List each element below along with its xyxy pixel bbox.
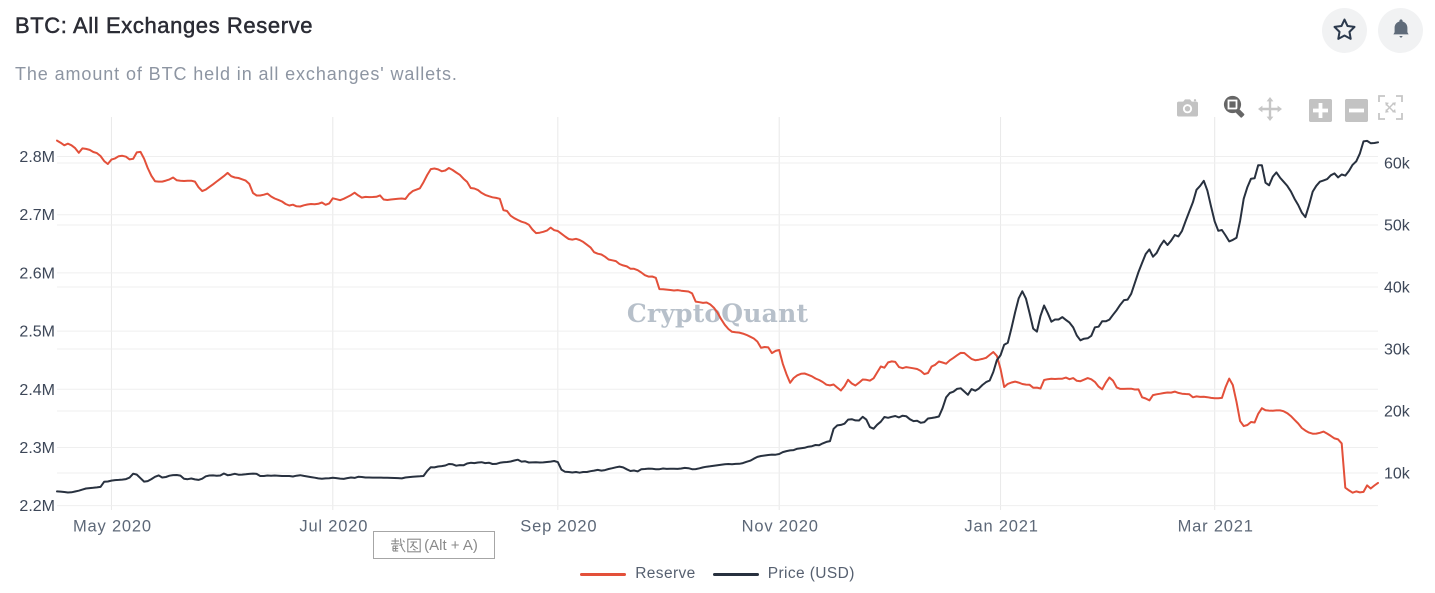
cjk-glyph-tu [406, 537, 422, 554]
pan-icon [1257, 96, 1283, 125]
chart-legend: Reserve Price (USD) [57, 563, 1378, 585]
x-axis-tick-label: Jul 2020 [299, 518, 368, 536]
page-title: BTC: All Exchanges Reserve [15, 13, 314, 39]
y-axis-tick-label-left: 2.4M [19, 382, 55, 399]
bell-icon [1389, 17, 1413, 44]
page-subtitle: The amount of BTC held in all exchanges'… [15, 64, 458, 84]
y-axis-tick-label-right: 20k [1384, 403, 1411, 420]
y-axis-tick-label-right: 60k [1384, 155, 1411, 172]
zoom-select-button[interactable] [1221, 94, 1248, 124]
legend-item[interactable]: Reserve [580, 565, 696, 583]
favorite-button[interactable] [1322, 8, 1367, 53]
camera-icon [1175, 96, 1200, 124]
y-axis-tick-label-right: 30k [1384, 341, 1411, 358]
zoom-in-icon [1308, 99, 1332, 125]
notifications-button[interactable] [1378, 8, 1423, 53]
legend-item[interactable]: Price (USD) [712, 565, 855, 583]
legend-line-swatch [580, 572, 627, 576]
y-axis-tick-label-right: 50k [1384, 217, 1411, 234]
y-axis-tick-label-left: 2.5M [19, 324, 55, 341]
y-axis-tick-label-left: 2.7M [19, 207, 55, 224]
x-axis-tick-label: Sep 2020 [520, 518, 597, 536]
series-line-reserve [56, 139, 1379, 494]
series-line-price-usd [56, 139, 1379, 494]
legend-label: Reserve [635, 565, 696, 582]
reset-zoom-icon [1377, 94, 1404, 124]
legend-line-swatch [712, 572, 759, 576]
pan-button[interactable] [1257, 96, 1283, 125]
reset-zoom-button[interactable] [1377, 94, 1404, 124]
x-axis-tick-label: May 2020 [73, 518, 152, 536]
y-axis-tick-label-right: 10k [1384, 465, 1411, 482]
zoom-out-button[interactable] [1343, 99, 1369, 125]
x-axis-tick-label: Mar 2021 [1178, 518, 1254, 536]
y-axis-tick-label-left: 2.3M [19, 440, 55, 457]
screenshot-tool-overlay[interactable]: (Alt + A) [373, 531, 495, 559]
zoom-select-icon [1221, 94, 1248, 124]
save-image-button[interactable] [1174, 97, 1200, 123]
y-axis-tick-label-right: 40k [1384, 279, 1411, 296]
screenshot-shortcut-label: (Alt + A) [424, 536, 478, 554]
cjk-glyph-jie [390, 537, 406, 554]
y-axis-tick-label-left: 2.6M [19, 265, 55, 282]
y-axis-tick-label-left: 2.2M [19, 498, 55, 515]
star-icon [1331, 16, 1358, 46]
legend-label: Price (USD) [767, 565, 855, 582]
y-axis-tick-label-left: 2.8M [19, 149, 55, 166]
zoom-out-icon [1344, 99, 1368, 125]
x-axis-tick-label: Nov 2020 [742, 518, 819, 536]
x-axis-tick-label: Jan 2021 [964, 518, 1038, 536]
zoom-in-button[interactable] [1307, 99, 1333, 125]
